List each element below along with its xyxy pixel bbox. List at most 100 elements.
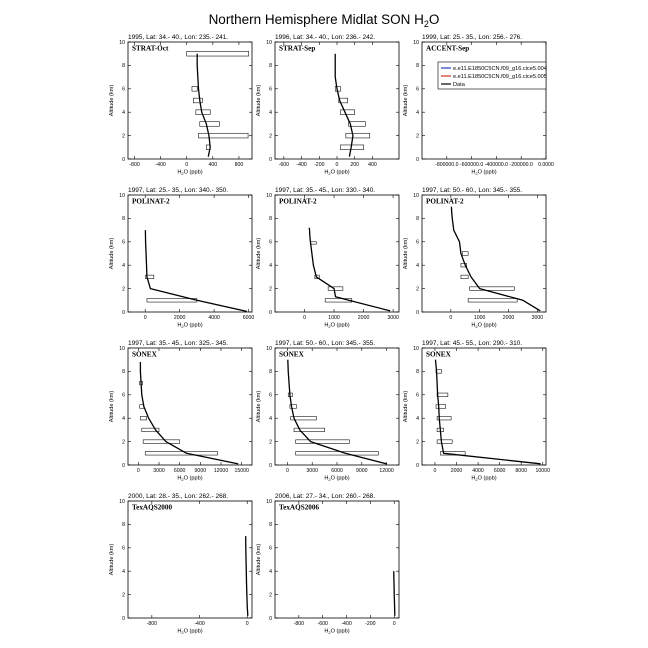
chart-panel: 1997, Lat: 35.- 45., Lon: 325.- 345. 0 2 4 6… [109, 340, 253, 482]
x-axis-label: H2O (ppb) [471, 476, 496, 483]
plot-frame [421, 347, 547, 466]
y-tick-label: 2 [269, 592, 272, 598]
y-tick-label: 8 [269, 369, 272, 375]
y-tick-label: 10 [119, 346, 125, 352]
y-axis-label: Altitude (km) [256, 391, 262, 423]
panel-subtitle: 1999, Lat: 25.- 35., Lon: 256.- 276. [422, 34, 522, 41]
uncertainty-box [192, 97, 203, 104]
y-tick-label: 2 [269, 286, 272, 292]
x-axis-label: H2O (ppb) [471, 323, 496, 330]
figure-title-suffix: O [429, 12, 440, 27]
x-tick-label: 10000 [536, 468, 551, 474]
panel-label: SONEX [132, 351, 158, 359]
x-tick-label: 400 [368, 162, 377, 168]
plot-frame [127, 347, 253, 466]
uncertainty-box [460, 263, 467, 268]
uncertainty-box [467, 298, 518, 303]
panel-subtitle: 1997, Lat: 50.- 60., Lon: 345.- 355. [422, 187, 522, 194]
y-tick-label: 10 [266, 40, 272, 46]
y-tick-label: 6 [122, 87, 125, 93]
x-tick-label: 0 [144, 315, 147, 321]
y-tick-label: 8 [122, 63, 125, 69]
y-tick-label: 2 [122, 133, 125, 139]
x-tick-label: 0 [137, 468, 140, 474]
plot-area [287, 359, 387, 465]
panel-subtitle: 1995, Lat: 34.- 40., Lon: 235.- 241. [128, 34, 228, 41]
uncertainty-box [141, 427, 160, 432]
panel-subtitle: 1997, Lat: 45.- 55., Lon: 290.- 310. [422, 340, 522, 347]
x-tick-label: -400 [341, 621, 351, 627]
y-tick-label: 6 [416, 240, 419, 246]
y-axis-label: Altitude (km) [403, 391, 409, 423]
chart-panel: 1997, Lat: 35.- 45., Lon: 330.- 340. 0 2 4 6… [256, 187, 400, 330]
panel-subtitle: 1997, Lat: 50.- 60., Lon: 345.- 355. [275, 340, 375, 347]
figure-title: Northern Hemisphere Midlat SON H2O [209, 12, 440, 29]
x-tick-label: 1000 [474, 315, 486, 321]
x-tick-label: 2000 [174, 315, 186, 321]
y-tick-label: 8 [122, 369, 125, 375]
x-tick-label: -200 [314, 162, 324, 168]
plot-area [144, 230, 247, 312]
plot-frame [421, 41, 547, 160]
y-tick-label: 2 [416, 439, 419, 445]
uncertainty-box [140, 416, 147, 421]
uncertainty-box [314, 274, 320, 279]
y-tick-label: 10 [413, 346, 419, 352]
chart-panel: 1996, Lat: 34.- 40., Lon: 236.- 242. 0 2 4 6… [256, 34, 400, 176]
x-axis-label: H2O (ppb) [324, 629, 349, 636]
panel-label: POLINAT-2 [132, 198, 170, 206]
y-axis-label: Altitude (km) [256, 85, 262, 117]
panel-subtitle: 2006, Lat: 27.- 34., Lon: 260.- 268. [275, 493, 375, 500]
x-tick-label: -200000.0 [510, 162, 533, 168]
y-tick-label: 4 [122, 416, 125, 422]
y-tick-label: 10 [266, 193, 272, 199]
y-axis-label: Altitude (km) [109, 544, 115, 576]
y-tick-label: 8 [269, 216, 272, 222]
uncertainty-box [324, 298, 353, 303]
x-tick-label: 0 [449, 315, 452, 321]
y-tick-label: 0 [122, 616, 125, 622]
x-tick-label: 9000 [195, 468, 207, 474]
x-tick-label: 2000 [503, 315, 515, 321]
uncertainty-box [145, 274, 155, 279]
y-axis-label: Altitude (km) [403, 238, 409, 270]
y-tick-label: 0 [122, 157, 125, 163]
y-tick-label: 6 [122, 393, 125, 399]
x-tick-label: -400 [155, 162, 165, 168]
y-tick-label: 10 [119, 193, 125, 199]
chart-panel: 1997, Lat: 45.- 55., Lon: 290.- 310. 0 2 4 6… [403, 340, 550, 482]
y-axis-label: Altitude (km) [109, 238, 115, 270]
x-tick-label: 0 [286, 468, 289, 474]
panel-label: STRAT-Oct [132, 45, 169, 53]
y-tick-label: 10 [413, 193, 419, 199]
y-tick-label: 0 [269, 463, 272, 469]
plot-frame [421, 194, 547, 313]
y-tick-label: 2 [269, 439, 272, 445]
x-tick-label: 2000 [358, 315, 370, 321]
y-tick-label: 4 [122, 263, 125, 269]
uncertainty-box [338, 97, 348, 104]
y-tick-label: 4 [416, 416, 419, 422]
plot-frame [127, 41, 253, 160]
x-tick-label: 200 [350, 162, 359, 168]
x-tick-label: 4000 [208, 315, 220, 321]
panel-label: TexAQS2000 [132, 504, 172, 512]
y-tick-label: 2 [122, 592, 125, 598]
x-axis-label: H2O (ppb) [324, 323, 349, 330]
x-tick-label: 6000 [331, 468, 343, 474]
data-profile-line [334, 53, 354, 157]
uncertainty-box [290, 416, 317, 421]
x-tick-label: -800 [294, 621, 304, 627]
y-tick-label: 4 [269, 263, 272, 269]
x-tick-label: 3000 [306, 468, 318, 474]
panel-subtitle: 1996, Lat: 34.- 40., Lon: 236.- 242. [275, 34, 375, 41]
uncertainty-box [345, 132, 371, 139]
uncertainty-box [340, 109, 355, 115]
uncertainty-box [460, 274, 469, 279]
uncertainty-box [436, 416, 452, 421]
x-tick-label: 0 [393, 621, 396, 627]
x-tick-label: 9000 [356, 468, 368, 474]
y-tick-label: 10 [266, 499, 272, 505]
y-tick-label: 4 [122, 110, 125, 116]
x-tick-label: 0 [336, 162, 339, 168]
